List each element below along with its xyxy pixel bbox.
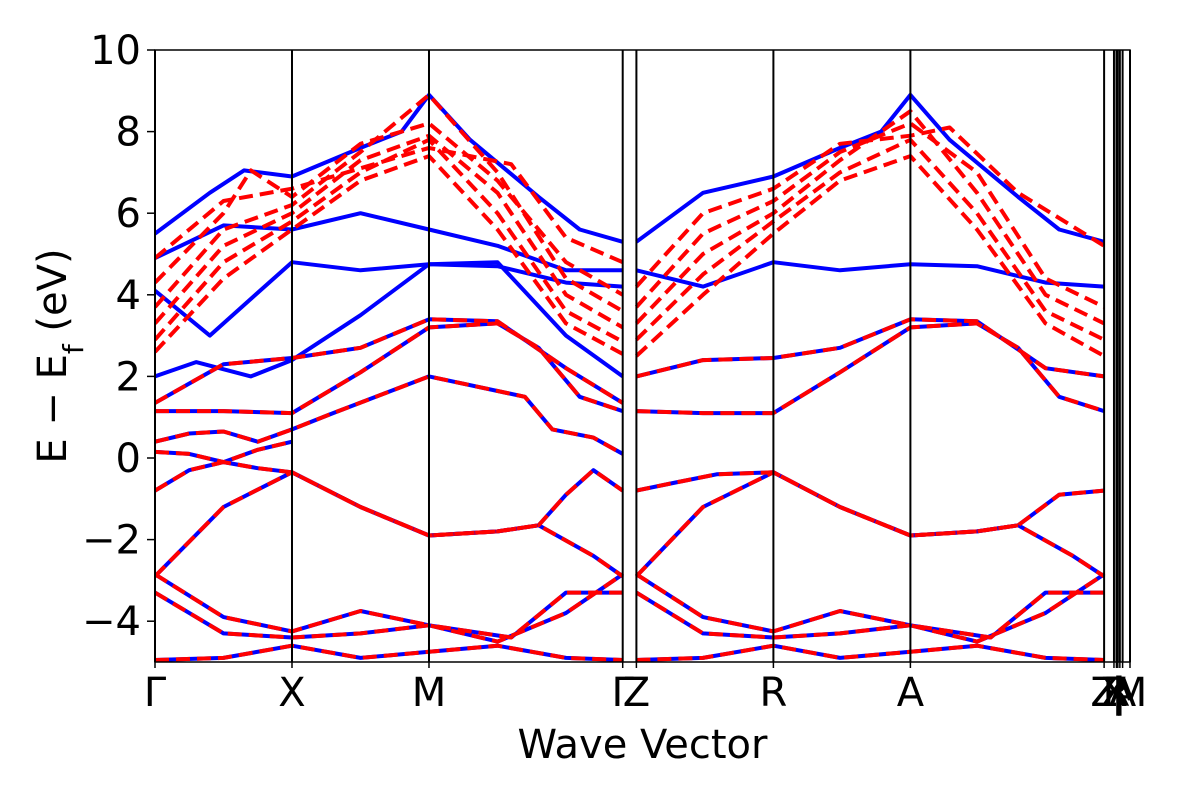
y-axis-ticks: −4 −2 0 2 4 6 8 10 (82, 28, 155, 645)
x-tick-label: M (1113, 670, 1148, 716)
band-line-solid (155, 470, 624, 578)
x-tick-label: | (1111, 670, 1124, 716)
x-tick-label: Γ (144, 670, 167, 716)
x-axis-ticks: Γ X M ΓZ R A ZXR||AM (144, 662, 1147, 716)
band-line-dashed (155, 92, 624, 313)
band-line-dashed (636, 643, 1105, 662)
x-tick-label: X (278, 670, 305, 716)
band-line-dashed (155, 643, 623, 662)
band-line-dashed (155, 137, 624, 344)
band-line-solid (155, 449, 624, 538)
y-tick-label: 2 (116, 354, 141, 400)
plot-frame (154, 49, 1131, 663)
y-axis-title: E − Ef (eV) (30, 248, 90, 463)
y-tick-label: 10 (90, 28, 141, 74)
band-line-dashed (155, 572, 624, 644)
y-tick-label: 6 (116, 191, 141, 237)
y-tick-label: −4 (82, 599, 141, 645)
y-tick-label: −2 (82, 518, 141, 564)
y-tick-label: 8 (116, 110, 141, 156)
band-line-dashed (155, 374, 624, 456)
x-tick-label: A (1109, 670, 1137, 716)
band-line-solid (635, 92, 1105, 244)
y-axis-title-unit: (eV) (30, 248, 76, 344)
band-line-solid (155, 260, 624, 379)
band-line-dashed (155, 121, 624, 297)
band-line-dashed (635, 154, 1106, 358)
x-tick-label: Z (623, 670, 650, 716)
band-line-solid (635, 590, 1105, 640)
x-tick-label: | (1113, 670, 1126, 716)
x-tick-label: R (760, 670, 788, 716)
band-line-dashed (155, 145, 624, 265)
x-tick-label: R (1103, 670, 1131, 716)
y-tick-label: 4 (116, 273, 141, 319)
band-line-solid (634, 470, 1106, 578)
y-axis-title-subscript: f (57, 343, 90, 354)
x-tick-label: Γ (612, 670, 635, 716)
band-line-dashed (155, 590, 623, 640)
band-line-solid (155, 260, 623, 338)
y-tick-label: 0 (116, 436, 141, 482)
band-line-dashed (634, 125, 1106, 288)
band-line-dashed (635, 470, 1105, 538)
band-line-solid (155, 374, 624, 456)
x-tick-label: X (1100, 670, 1127, 716)
x-tick-label: Z (1090, 670, 1117, 716)
y-axis-title-main: E − E (30, 354, 76, 464)
band-line-dashed (155, 317, 624, 405)
band-line-dashed (635, 572, 1106, 644)
band-line-dashed (635, 590, 1105, 640)
band-line-dashed (155, 154, 624, 356)
band-line-dashed (155, 449, 624, 538)
band-line-dashed (634, 121, 1105, 309)
band-lines (155, 92, 1106, 662)
band-line-dashed (155, 133, 624, 330)
band-line-dashed (634, 137, 1105, 342)
band-line-dashed (155, 470, 624, 578)
band-line-dashed (635, 317, 1105, 379)
x-tick-label: M (412, 670, 447, 716)
x-axis-title: Wave Vector (518, 722, 769, 768)
x-tick-label: A (897, 670, 925, 716)
band-line-dashed (634, 470, 1106, 578)
